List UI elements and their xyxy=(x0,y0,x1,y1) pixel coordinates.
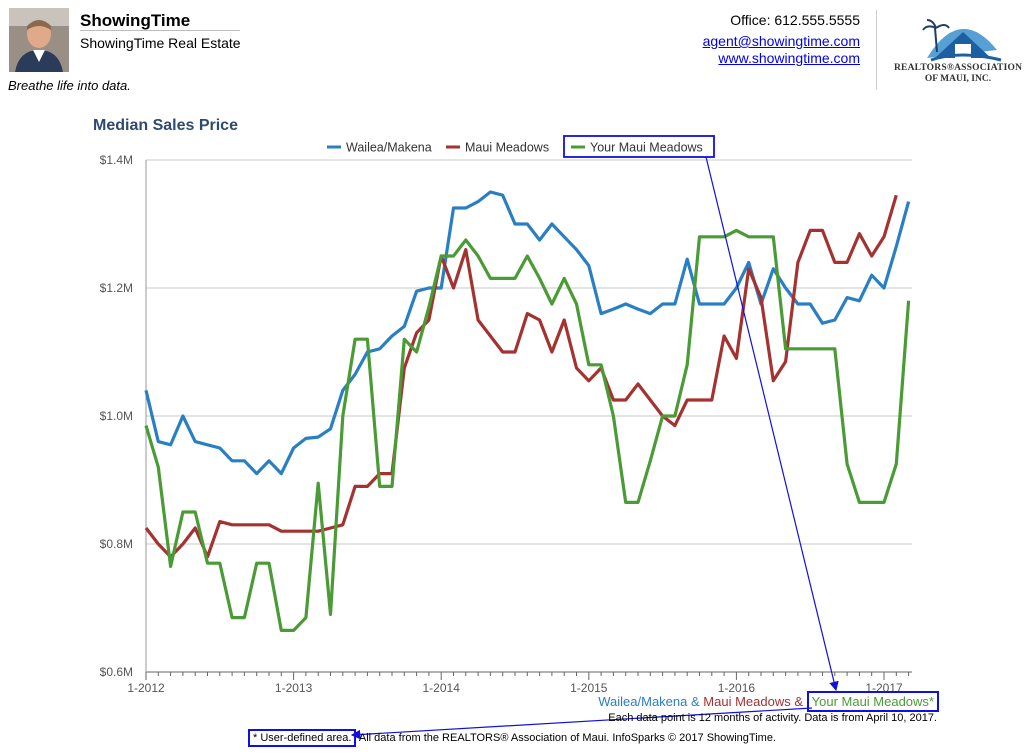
grid-lines xyxy=(146,159,912,673)
email-link[interactable]: agent@showingtime.com xyxy=(702,33,860,49)
x-tick-label: 1-2013 xyxy=(275,681,313,695)
legend-label-wailea: Wailea/Makena xyxy=(346,141,432,155)
series-line-your_maui xyxy=(144,228,911,633)
y-tick-label: $1.0M xyxy=(100,409,133,423)
legend-highlight-box xyxy=(563,135,715,158)
x-tick-label: 1-2015 xyxy=(570,681,608,695)
x-tick-label: 1-2012 xyxy=(127,681,165,695)
footer-credit-text: All data from the REALTORS® Association … xyxy=(356,732,776,744)
y-tick-label: $1.4M xyxy=(100,153,133,167)
logo-text-line1: REALTORS®ASSOCIATION xyxy=(894,63,1023,73)
header-divider xyxy=(80,30,240,31)
y-tick-label: $0.8M xyxy=(100,537,133,551)
footer-series-wailea: Wailea/Makena xyxy=(598,694,688,709)
x-tick-label: 1-2016 xyxy=(718,681,756,695)
footer-series-maui: Maui Meadows xyxy=(703,694,791,709)
series-lines xyxy=(144,190,911,633)
footer-amp-1: & xyxy=(687,694,704,709)
user-defined-area-note: * User-defined area. xyxy=(248,729,357,747)
legend-label-your_maui: Your Maui Meadows xyxy=(590,141,703,155)
x-tick-label: 1-2014 xyxy=(423,681,461,695)
axes: $0.6M $0.8M $1.0M $1.2M $1.4M 1-2012 1-2013 1-2… xyxy=(100,153,910,695)
agent-photo xyxy=(9,8,69,72)
y-tick-label: $0.6M xyxy=(100,665,133,679)
footer-series-your-maui: Your Maui Meadows* xyxy=(806,691,939,712)
x-tick-label: 1-2017 xyxy=(865,681,903,695)
legend: Wailea/Makena Maui Meadows Your Maui Meado… xyxy=(327,135,715,158)
annotation-arrows xyxy=(350,156,839,740)
legend-label-maui: Maui Meadows xyxy=(465,141,549,155)
office-phone: Office: 612.555.5555 xyxy=(730,12,860,28)
annotation-arrow-footer xyxy=(350,707,813,740)
tagline: Breathe life into data. xyxy=(8,78,131,93)
header-vertical-divider xyxy=(876,10,877,90)
agent-name: ShowingTime xyxy=(80,11,191,30)
logo-text-line2: OF MAUI, INC. xyxy=(924,74,992,84)
footer-amp-2: & xyxy=(790,694,807,709)
chart-title: Median Sales Price xyxy=(93,117,238,134)
y-tick-label: $1.2M xyxy=(100,281,133,295)
annotation-arrow-legend xyxy=(705,156,839,692)
series-line-maui xyxy=(144,194,898,559)
realtors-association-logo xyxy=(905,10,1015,92)
series-line-wailea xyxy=(144,190,911,476)
footer-data-note: Each data point is 12 months of activity… xyxy=(608,712,937,724)
footer-credit: * User-defined area. All data from the R… xyxy=(248,729,776,747)
company-name: ShowingTime Real Estate xyxy=(80,35,241,51)
footer-series-list: Wailea/Makena & Maui Meadows & Your Maui… xyxy=(598,691,939,712)
website-link[interactable]: www.showingtime.com xyxy=(718,50,860,66)
